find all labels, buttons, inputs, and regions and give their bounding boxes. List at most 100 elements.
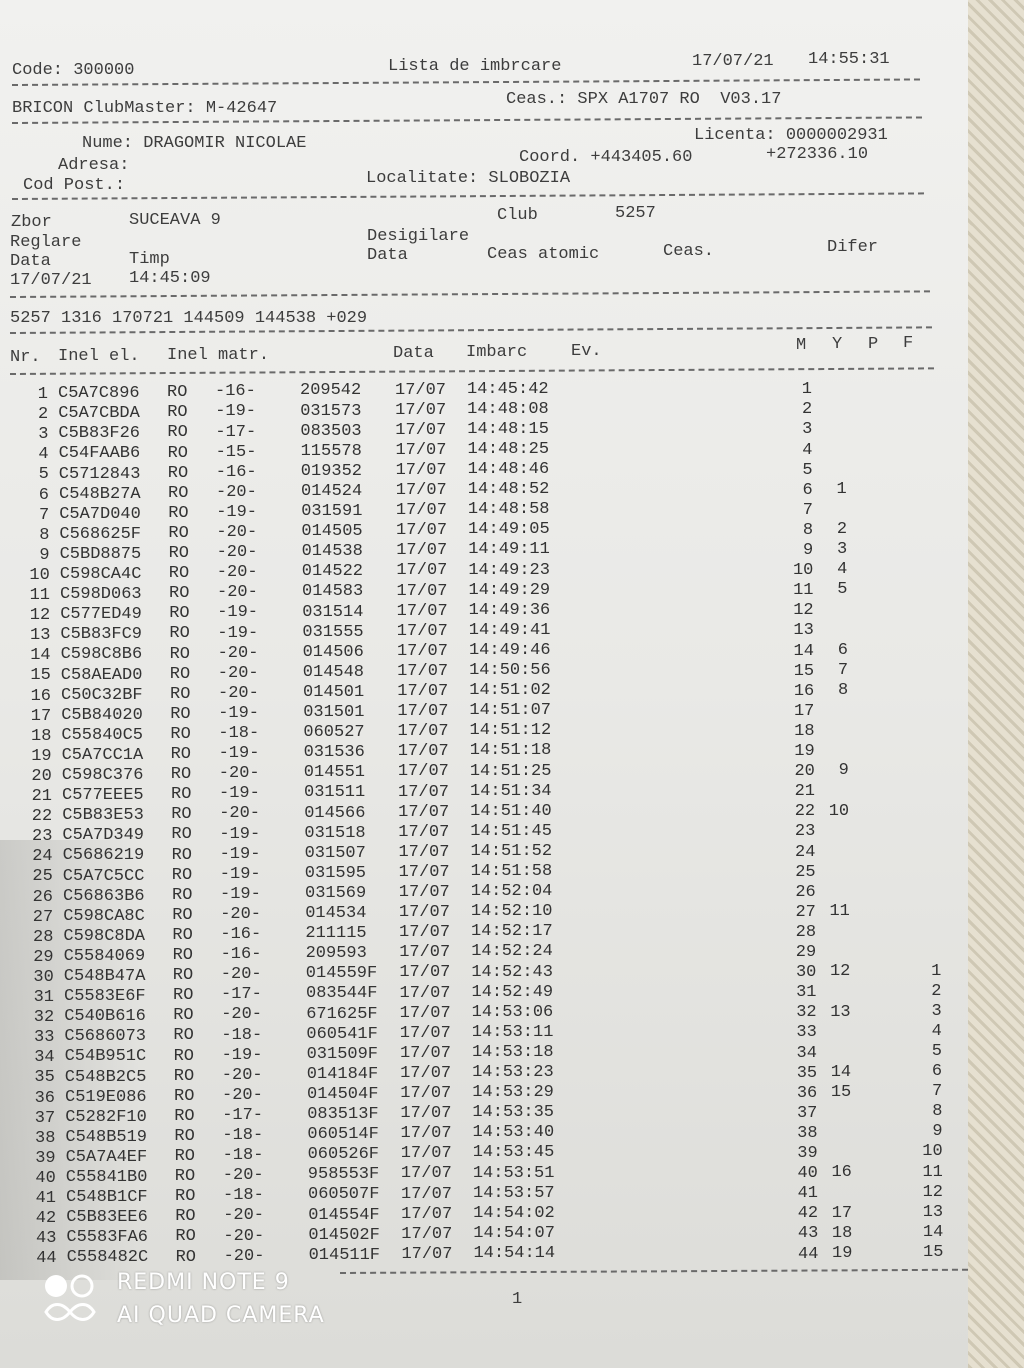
cell-nr: 8 [39,525,50,545]
cell-y: 19 [832,1243,853,1263]
cell-date: 17/07 [400,1164,452,1184]
cell-nr: 37 [34,1108,56,1128]
divider [9,367,934,375]
cell-time: 14:53:57 [473,1183,555,1203]
cell-time: 14:53:18 [471,1042,554,1062]
cell-year: -19- [215,402,256,422]
reglare-date: 17/07/21 [10,271,92,290]
cell-time: 14:53:29 [472,1083,554,1103]
cell-country: RO [174,1126,195,1146]
cell-inel-el: C5712843 [58,464,141,484]
cell-inel-matr: 031555 [302,622,364,642]
cell-country: RO [169,584,190,604]
cell-date: 17/07 [401,1244,453,1264]
cell-m: 23 [794,822,816,842]
col-inel-matr: Inel matr. [167,346,270,365]
cell-y: 6 [837,640,848,660]
ceas-info: Ceas.: SPX A1707 RO V03.17 [506,90,782,109]
cell-nr: 27 [32,907,54,927]
cell-nr: 11 [29,586,50,605]
cell-year: -20- [222,1085,263,1105]
cell-inel-matr: 060507F [308,1185,380,1205]
cell-date: 17/07 [395,460,447,480]
cell-time: 14:51:58 [470,862,553,881]
cell-nr: 17 [30,706,52,726]
cell-m: 17 [793,701,815,721]
cell-country: RO [173,986,194,1006]
cell-country: RO [171,825,192,845]
cell-inel-el: C5A7A4EF [65,1147,148,1167]
zbor-label: Zbor [11,213,52,232]
cell-nr: 34 [34,1048,55,1068]
cell-date: 17/07 [400,1144,452,1164]
cell-year: -19- [218,744,260,764]
cod-post: Cod Post.: [23,176,126,195]
cell-inel-el: C55840C5 [61,725,144,745]
cell-m: 12 [793,601,814,621]
cell-year: -20- [223,1226,265,1246]
cell-m: 42 [797,1204,819,1224]
cell-nr: 39 [35,1148,56,1168]
cell-m: 15 [793,661,815,681]
cell-inel-matr: 031514 [302,602,364,622]
cell-year: -19- [216,502,257,522]
col-nr: Nr. [10,348,41,367]
cell-country: RO [170,745,191,764]
cell-nr: 10 [29,565,50,585]
cell-m: 20 [794,762,815,782]
cell-f: 12 [922,1182,943,1202]
cell-inel-el: C568625F [59,524,142,544]
club-value: 5257 [615,204,656,223]
cell-time: 14:49:41 [468,620,551,640]
cell-nr: 26 [32,887,53,907]
shadow [0,840,140,1280]
cell-inel-el: C540B616 [64,1007,146,1027]
cell-date: 17/07 [400,1124,452,1144]
cell-nr: 43 [36,1229,57,1249]
cell-time: 14:49:05 [468,520,550,540]
cell-date: 17/07 [395,481,447,500]
cell-f: 9 [932,1122,943,1142]
cell-m: 16 [793,681,815,701]
cell-time: 14:51:18 [469,741,552,761]
cell-inel-el: C54B951C [64,1047,147,1067]
cell-time: 14:51:12 [469,721,552,741]
cell-time: 14:51:07 [469,701,552,721]
cell-country: RO [171,845,192,865]
cell-inel-el: C50C32BF [61,685,143,705]
cell-date: 17/07 [399,943,451,963]
cell-inel-matr: 019352 [300,461,363,481]
cell-date: 17/07 [395,440,447,460]
cell-inel-matr: 031573 [300,401,362,421]
data2-label: Data [367,246,408,265]
cell-f: 5 [931,1041,942,1061]
cell-nr: 32 [33,1008,55,1028]
cell-country: RO [170,724,191,744]
cell-inel-el: C5B83E53 [62,806,144,826]
cell-date: 17/07 [399,1003,451,1023]
cell-m: 19 [794,742,815,761]
printed-date: 17/07/21 [692,52,774,71]
cell-m: 22 [794,802,816,822]
cell-inel-matr: 115578 [300,441,362,461]
cell-inel-el: C5583E6F [64,987,146,1007]
cell-inel-el: C5583FA6 [66,1228,149,1248]
cell-country: RO [175,1247,196,1267]
cell-date: 17/07 [395,501,447,521]
cell-year: -15- [215,442,257,462]
cell-inel-el: C5A7CC1A [61,745,144,765]
cell-time: 14:48:08 [467,399,549,419]
cell-inel-matr: 031509F [306,1044,379,1064]
cell-date: 17/07 [398,782,450,802]
cell-inel-el: C548B2C5 [64,1067,147,1087]
localitate: Localitate: SLOBOZIA [366,169,571,188]
cell-nr: 42 [35,1209,57,1229]
cell-year: -20- [216,543,258,563]
cell-m: 35 [796,1063,818,1083]
cell-inel-matr: 209542 [300,381,362,401]
cell-country: RO [168,544,189,563]
cell-date: 17/07 [396,641,448,661]
cell-time: 14:52:24 [471,942,553,962]
printed-time: 14:55:31 [808,50,890,69]
cell-inel-matr: 014554F [308,1205,380,1225]
